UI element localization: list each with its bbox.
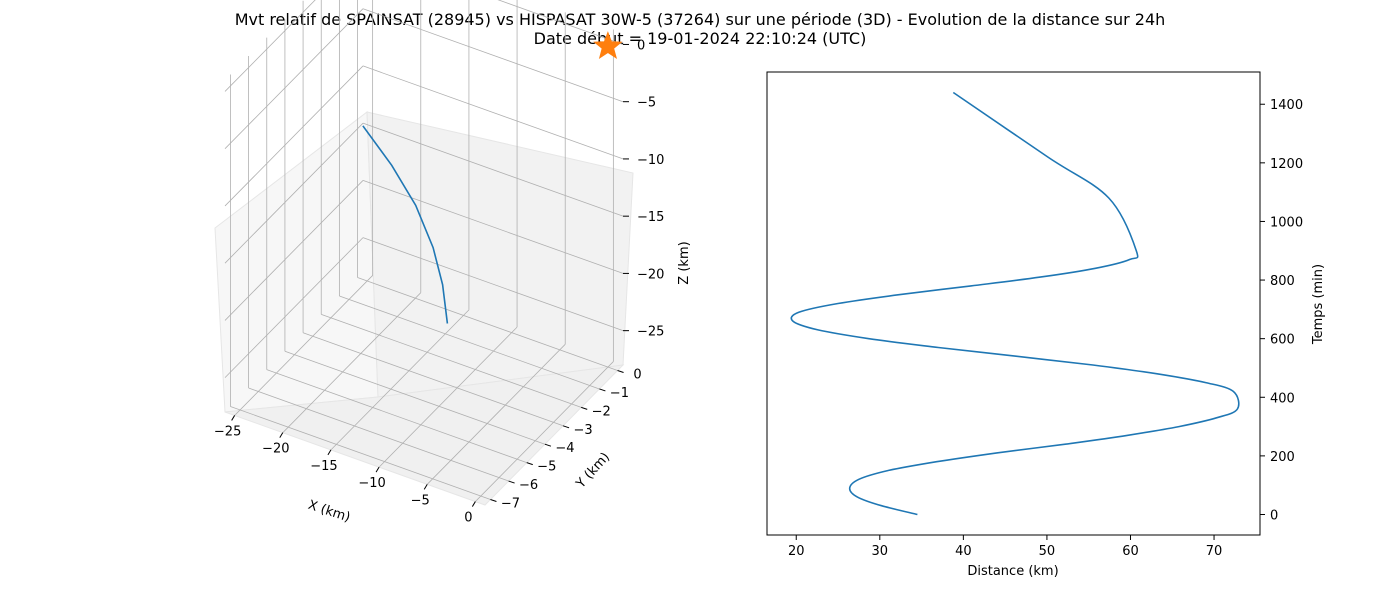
grid-line-x-floor [475, 361, 614, 502]
y3d-tick-label: −3 [573, 423, 592, 438]
y2d-tick-label: 1000 [1270, 215, 1303, 230]
grid-3d [224, 0, 624, 502]
grid-line-z-back [497, 0, 624, 45]
series-3d [362, 31, 623, 324]
grid-line-y-floor [321, 313, 582, 408]
plot-2d: 20 30 40 50 60 70 0 200 400 600 800 1000 1200 1400 Di… [766, 71, 1326, 579]
grid-line-z-back [362, 122, 624, 217]
y3d-tick-label: −1 [610, 386, 629, 401]
figure-title-line1: Mvt relatif de SPAINSAT (28945) vs HISPA… [235, 10, 1166, 29]
z3d-tick-label: 0 [637, 38, 645, 53]
x3d-tick-label: −20 [262, 442, 289, 457]
grid-line-x-floor [378, 326, 518, 468]
x2d-tick-label: 30 [872, 544, 889, 559]
x-axis-label-distance: Distance (km) [967, 564, 1058, 579]
grid-line-z-back [362, 237, 624, 332]
y3d-tick-mark [490, 498, 497, 502]
grid-line-y-floor [302, 332, 564, 427]
z3d-axis-label: Z (km) [677, 241, 692, 284]
x3d-tick-mark [279, 432, 284, 438]
grid-line-x-floor [282, 292, 422, 433]
ticks-2d: 20 30 40 50 60 70 0 200 400 600 800 1000 1200 1400 [788, 98, 1303, 559]
y3d-tick-mark [508, 480, 515, 484]
grid-line-y-floor [284, 350, 546, 445]
x2d-tick-label: 40 [955, 544, 972, 559]
y3d-tick-mark [544, 443, 552, 447]
figure-title-line2: Date début = 19-01-2024 22:10:24 (UTC) [534, 29, 867, 48]
grid-line-y-floor [339, 295, 600, 390]
grid-line-z-back [362, 65, 624, 160]
y2d-tick-label: 600 [1270, 333, 1295, 348]
x3d-tick-label: −25 [214, 424, 241, 439]
x2d-tick-label: 60 [1122, 544, 1139, 559]
grid-line-z-left [224, 122, 364, 264]
trajectory-3d-line [362, 125, 449, 324]
plot-2d-frame [766, 71, 1261, 536]
y2d-tick-label: 1200 [1270, 157, 1303, 172]
z3d-tick-label: −15 [637, 210, 664, 225]
y3d-tick-label: −4 [555, 441, 574, 456]
plot-3d: −25 −20 −15 −10 −5 0 0 −1 −2−3 −4 −5 −6 −7 0 −5 −10 −15 −… [214, 0, 692, 526]
x2d-tick-label: 50 [1039, 544, 1056, 559]
y3d-tick-label: −6 [519, 478, 538, 493]
y3d-tick-label: 0 [633, 368, 641, 383]
distance-time-line [790, 91, 1240, 516]
grid-line-z-back [362, 8, 624, 103]
x3d-tick-mark [327, 449, 332, 456]
grid-line-y-floor [230, 406, 491, 500]
y2d-tick-label: 400 [1270, 391, 1295, 406]
y2d-tick-label: 200 [1270, 450, 1295, 465]
y-axis-label-time: Temps (min) [1311, 264, 1326, 345]
origin-star-marker [593, 31, 623, 60]
grid-line-z-left [224, 237, 364, 378]
grid-line-y-floor [357, 277, 618, 371]
x3d-tick-mark [423, 484, 428, 490]
grid-line-y-floor [266, 369, 527, 464]
x2d-tick-label: 20 [788, 544, 805, 559]
y3d-tick-mark [581, 406, 588, 410]
grid-line-z-left [224, 65, 364, 207]
y3d-tick-label: −7 [501, 496, 520, 511]
y2d-tick-label: 1400 [1270, 98, 1303, 113]
grid-line-z-left [224, 180, 364, 321]
grid-line-z-left [224, 8, 364, 149]
x3d-tick-label: 0 [464, 511, 472, 526]
y3d-tick-mark [617, 370, 624, 374]
y3d-tick-label: −5 [537, 460, 556, 475]
y3d-tick-mark [526, 462, 533, 466]
grid-line-x-floor [330, 309, 470, 451]
y2d-tick-label: 0 [1270, 508, 1278, 523]
y3d-tick-mark [562, 425, 570, 429]
y2d-tick-label: 800 [1270, 274, 1295, 289]
pane-floor [224, 364, 625, 506]
z3d-tick-label: −5 [637, 96, 656, 111]
grid-line-x-floor [234, 275, 373, 416]
x3d-tick-mark [375, 466, 380, 473]
grid-line-z-back [362, 180, 624, 274]
z3d-tick-label: −25 [637, 325, 664, 340]
grid-line-x-floor [426, 344, 566, 485]
z3d-tick-label: −10 [637, 153, 664, 168]
y3d-tick-label: −2 [592, 404, 611, 419]
z3d-tick-label: −20 [637, 267, 664, 282]
x2d-tick-label: 70 [1206, 544, 1223, 559]
x3d-tick-label: −10 [358, 476, 385, 491]
x3d-tick-mark [471, 501, 476, 507]
grid-line-z-left [224, 0, 316, 92]
grid-line-y-floor [248, 387, 509, 482]
x3d-tick-mark [231, 415, 236, 421]
x3d-tick-label: −15 [310, 459, 337, 474]
x3d-tick-label: −5 [411, 493, 430, 508]
y3d-tick-mark [599, 388, 606, 392]
